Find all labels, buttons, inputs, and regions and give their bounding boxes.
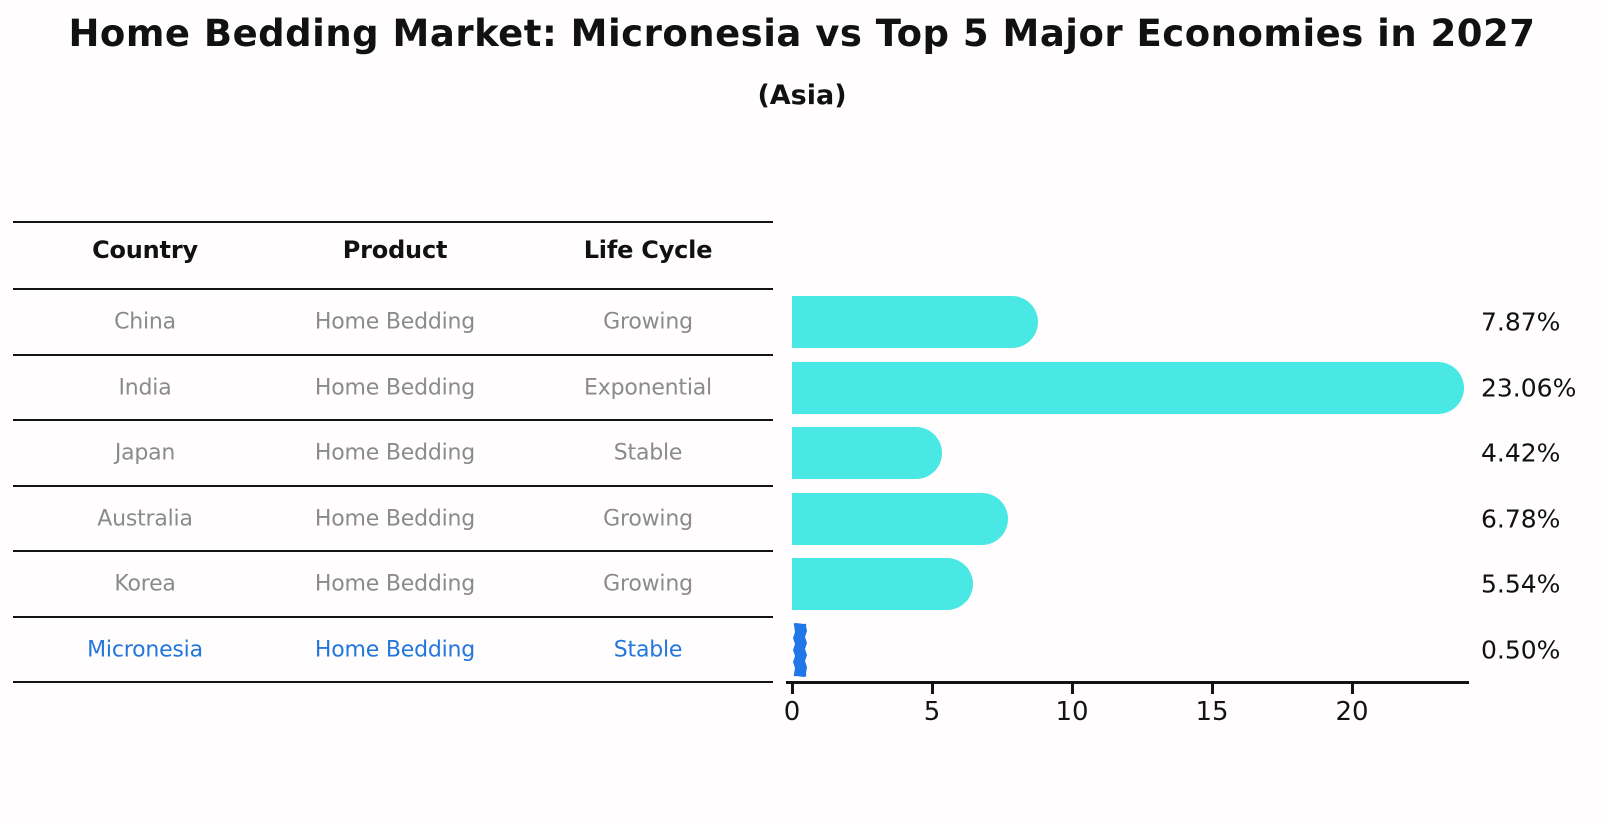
table-rule [13,485,773,487]
table-rule [13,288,773,290]
column-header-country: Country [92,236,198,264]
x-tick-label: 10 [1055,697,1089,727]
table-rule [13,221,773,223]
x-tick-label: 5 [923,697,941,727]
value-label-japan: 4.42% [1481,438,1561,468]
x-tick-mark [791,683,794,694]
value-label-korea: 5.54% [1481,569,1561,599]
life-cycle-cell-india: Exponential [584,375,712,401]
country-cell-australia: Australia [97,506,193,532]
country-cell-india: India [118,375,172,401]
product-cell-australia: Home Bedding [314,506,476,532]
x-tick-mark [1071,683,1074,694]
table-rule [13,681,773,683]
product-cell-china: Home Bedding [314,309,476,335]
country-cell-micronesia: Micronesia [87,637,203,663]
bar-korea [792,558,973,610]
x-axis-line [786,681,1469,684]
bar-japan [792,427,942,479]
table-rule [13,616,773,618]
x-tick-mark [1211,683,1214,694]
x-tick-label: 15 [1195,697,1229,727]
bar-micronesia [790,622,810,682]
bar-china [792,296,1038,348]
x-tick-mark [1351,683,1354,694]
life-cycle-cell-japan: Stable [613,440,683,466]
value-label-china: 7.87% [1481,307,1561,337]
bar-australia [792,493,1008,545]
country-cell-china: China [114,309,176,335]
column-header-life-cycle: Life Cycle [583,236,713,264]
country-cell-japan: Japan [114,440,176,466]
column-header-product: Product [342,236,448,264]
product-cell-india: Home Bedding [314,375,476,401]
table-rule [13,354,773,356]
x-tick-label: 0 [783,697,801,727]
life-cycle-cell-micronesia: Stable [613,637,683,663]
sketchy-bar-shape [793,623,807,677]
life-cycle-cell-australia: Growing [603,506,693,532]
life-cycle-cell-korea: Growing [603,571,693,597]
value-label-micronesia: 0.50% [1481,635,1561,665]
country-cell-korea: Korea [114,571,176,597]
bar-india [792,362,1464,414]
chart-title: Home Bedding Market: Micronesia vs Top 5… [68,12,1536,55]
x-tick-label: 20 [1335,697,1369,727]
product-cell-japan: Home Bedding [314,440,476,466]
value-label-australia: 6.78% [1481,504,1561,534]
table-rule [13,419,773,421]
life-cycle-cell-china: Growing [603,309,693,335]
x-tick-mark [931,683,934,694]
product-cell-micronesia: Home Bedding [314,637,476,663]
value-label-india: 23.06% [1481,373,1577,403]
chart-subtitle: (Asia) [757,80,847,111]
product-cell-korea: Home Bedding [314,571,476,597]
table-rule [13,550,773,552]
